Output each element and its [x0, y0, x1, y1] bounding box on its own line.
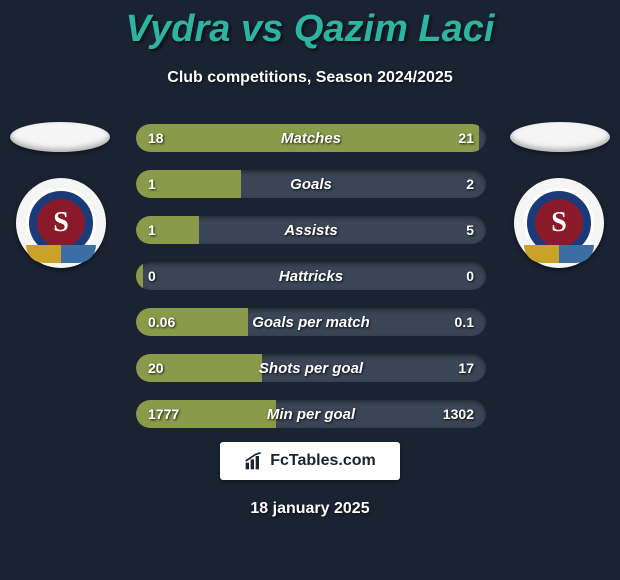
site-name: FcTables.com: [270, 452, 376, 470]
crest-letter-left: S: [53, 207, 69, 239]
stat-label: Shots per goal: [136, 354, 486, 382]
stat-label: Matches: [136, 124, 486, 152]
national-flag-left: [10, 122, 110, 152]
club-crest-right: S: [514, 178, 604, 268]
stat-row: 1Assists5: [136, 216, 486, 244]
stat-row: 1Goals2: [136, 170, 486, 198]
stat-label: Assists: [136, 216, 486, 244]
stat-row: 20Shots per goal17: [136, 354, 486, 382]
site-badge[interactable]: FcTables.com: [220, 442, 400, 480]
stat-value-right: 5: [466, 216, 474, 244]
stat-label: Min per goal: [136, 400, 486, 428]
national-flag-right: [510, 122, 610, 152]
stat-row: 0.06Goals per match0.1: [136, 308, 486, 336]
stat-row: 1777Min per goal1302: [136, 400, 486, 428]
page-subtitle: Club competitions, Season 2024/2025: [0, 69, 620, 87]
chart-icon: [244, 451, 264, 471]
stat-row: 18Matches21: [136, 124, 486, 152]
stat-value-right: 1302: [443, 400, 474, 428]
stat-value-right: 21: [458, 124, 474, 152]
stat-label: Hattricks: [136, 262, 486, 290]
page-title: Vydra vs Qazim Laci: [0, 0, 620, 51]
stats-bars: 18Matches21 1Goals2 1Assists5 0Hattricks0 0.…: [136, 124, 486, 446]
stat-value-right: 0: [466, 262, 474, 290]
stat-row: 0Hattricks0: [136, 262, 486, 290]
stat-label: Goals: [136, 170, 486, 198]
stat-label: Goals per match: [136, 308, 486, 336]
stat-value-right: 2: [466, 170, 474, 198]
stat-value-right: 17: [458, 354, 474, 382]
club-crest-left: S: [16, 178, 106, 268]
stat-value-right: 0.1: [455, 308, 474, 336]
crest-letter-right: S: [551, 207, 567, 239]
footer-date: 18 january 2025: [0, 500, 620, 518]
